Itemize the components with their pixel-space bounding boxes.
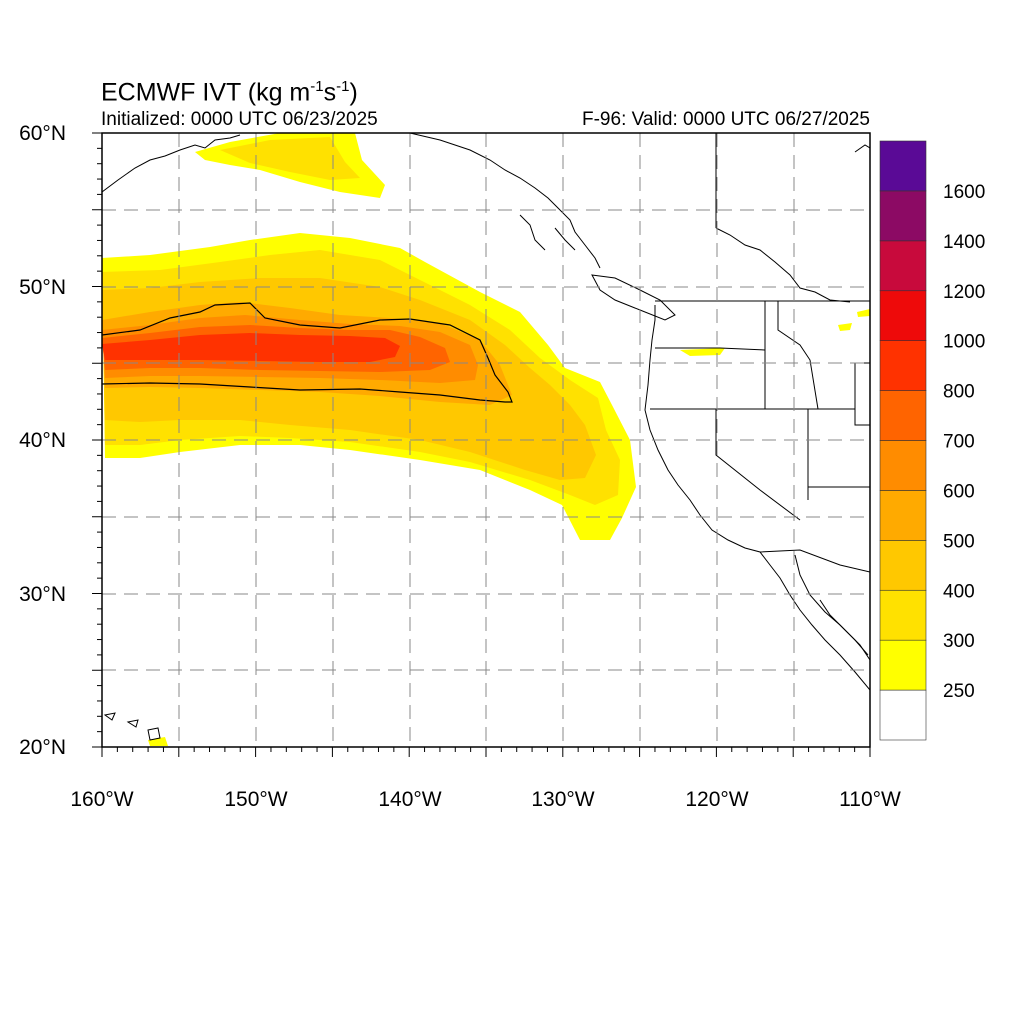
axis-ticks [92, 132, 871, 757]
colorbar: 250 300 400 500 600 700 800 1000 1200 1400 1600 [879, 140, 985, 741]
colorbar-label: 1000 [943, 332, 985, 353]
colorbar-swatch [879, 440, 927, 491]
x-tick-label: 150°W [224, 788, 287, 811]
gridlines [102, 133, 870, 747]
colorbar-swatch [879, 589, 927, 641]
coast-hawaii [103, 712, 161, 741]
ivt-band-250 [680, 348, 725, 356]
colorbar-swatch [879, 490, 927, 541]
x-tick-label: 160°W [70, 788, 133, 811]
border-ca-nv [715, 409, 801, 521]
border-wy [854, 362, 870, 426]
initialized-time: Initialized: 0000 UTC 06/23/2025 [101, 109, 378, 130]
border-wa-or [655, 347, 766, 351]
ivt-band-800 [195, 337, 388, 356]
coastlines [102, 133, 870, 741]
colorbar-label: 400 [943, 581, 975, 602]
border-us-mexico [759, 549, 870, 573]
x-tick-label: 110°W [839, 788, 901, 811]
coast-vancouver-island [591, 274, 676, 321]
colorbar-swatch [879, 390, 927, 441]
y-tick-label: 30°N [19, 583, 66, 606]
coast-north-canada [715, 227, 851, 303]
valid-time: F-96: Valid: 0000 UTC 06/27/2025 [582, 109, 870, 130]
colorbar-swatch [879, 140, 927, 192]
coast-alaska [102, 134, 241, 193]
colorbar-swatch [879, 240, 927, 292]
political-borders [650, 133, 870, 573]
colorbar-label: 1200 [943, 282, 985, 303]
x-tick-label: 130°W [531, 788, 594, 811]
colorbar-swatch [879, 190, 927, 242]
y-tick-label: 20°N [19, 736, 66, 759]
colorbar-label: 250 [943, 681, 975, 702]
colorbar-label: 300 [943, 631, 975, 652]
y-tick-label: 60°N [19, 122, 66, 145]
colorbar-label: 600 [943, 481, 975, 502]
colorbar-label: 700 [943, 432, 975, 453]
x-tick-label: 140°W [378, 788, 441, 811]
colorbar-swatch [879, 689, 927, 741]
axis-labels: 160°W 150°W 140°W 130°W 120°W 110°W 20°N… [19, 122, 901, 811]
coast-alaska-panhandle [409, 133, 601, 269]
ivt-band-250 [838, 309, 870, 331]
map-title: ECMWF IVT (kg m-1s-1) [101, 78, 358, 107]
coast-bc-islands [519, 214, 576, 251]
ivt-contour-500 [102, 302, 513, 403]
colorbar-label: 1400 [943, 232, 985, 253]
colorbar-swatch [879, 540, 927, 591]
colorbar-swatch [879, 290, 927, 341]
colorbar-swatch [879, 639, 927, 691]
ivt-shading [102, 133, 870, 746]
border-id-mt [777, 301, 819, 410]
x-tick-label: 120°W [685, 788, 748, 811]
ivt-band-300 [220, 137, 360, 180]
coast-baja-inner [794, 554, 869, 656]
colorbar-label: 800 [943, 382, 975, 403]
coast-alaska-east [854, 144, 870, 153]
colorbar-label: 1600 [943, 182, 985, 203]
coast-mexico [819, 599, 870, 661]
colorbar-swatch [879, 340, 927, 391]
coast-west-us [644, 305, 870, 691]
y-tick-label: 50°N [19, 276, 66, 299]
colorbar-label: 500 [943, 531, 975, 552]
y-tick-label: 40°N [19, 429, 66, 452]
